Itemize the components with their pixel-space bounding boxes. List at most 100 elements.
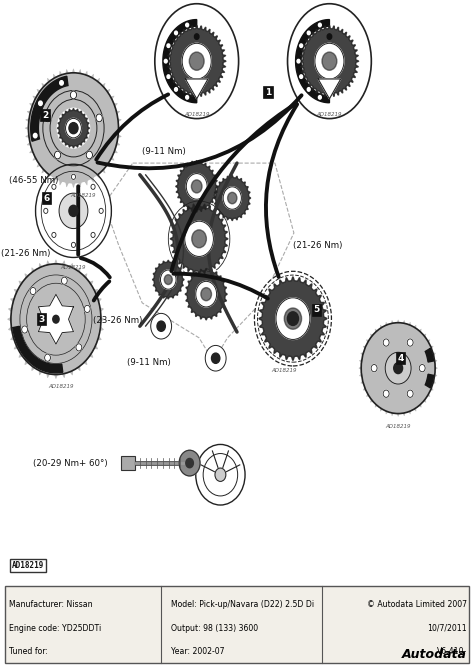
Ellipse shape: [255, 271, 331, 366]
Circle shape: [194, 34, 199, 39]
Text: 2: 2: [42, 111, 48, 120]
Circle shape: [76, 344, 82, 351]
Circle shape: [211, 353, 220, 363]
FancyBboxPatch shape: [121, 456, 135, 470]
Circle shape: [287, 312, 299, 325]
Polygon shape: [38, 295, 73, 344]
Circle shape: [45, 114, 51, 122]
Circle shape: [214, 175, 251, 221]
Circle shape: [36, 164, 111, 257]
Circle shape: [86, 151, 92, 159]
Circle shape: [174, 31, 177, 35]
Text: © Autodata Limited 2007: © Autodata Limited 2007: [367, 600, 467, 609]
Circle shape: [319, 96, 321, 99]
Circle shape: [179, 450, 200, 476]
Polygon shape: [318, 79, 341, 99]
Circle shape: [11, 264, 101, 375]
Circle shape: [300, 44, 302, 47]
Polygon shape: [25, 68, 122, 188]
Circle shape: [196, 281, 217, 307]
Ellipse shape: [288, 4, 371, 119]
Text: AD18219: AD18219: [61, 265, 86, 270]
Circle shape: [371, 365, 377, 372]
Circle shape: [34, 134, 37, 138]
Text: (20-29 Nm+ 60°): (20-29 Nm+ 60°): [33, 459, 108, 468]
Circle shape: [284, 308, 301, 329]
Circle shape: [300, 75, 302, 78]
Circle shape: [84, 305, 90, 313]
Circle shape: [65, 118, 82, 138]
Polygon shape: [168, 25, 226, 97]
Text: 5: 5: [313, 305, 320, 315]
Circle shape: [91, 184, 95, 189]
Circle shape: [383, 339, 389, 346]
Text: 10/7/2011: 10/7/2011: [427, 623, 467, 633]
Circle shape: [69, 205, 78, 216]
Text: Autodata: Autodata: [402, 648, 467, 661]
Polygon shape: [31, 76, 68, 141]
Circle shape: [215, 468, 226, 482]
Polygon shape: [185, 79, 208, 99]
Circle shape: [394, 363, 402, 373]
Circle shape: [307, 31, 310, 35]
Circle shape: [70, 91, 77, 99]
Text: 6: 6: [43, 194, 50, 202]
Circle shape: [72, 174, 75, 180]
Ellipse shape: [155, 4, 238, 119]
Circle shape: [174, 88, 177, 92]
Text: Year: 2002-07: Year: 2002-07: [171, 647, 224, 657]
Text: (9-11 Nm): (9-11 Nm): [128, 358, 171, 367]
Text: (46-55 Nm): (46-55 Nm): [9, 176, 59, 185]
Circle shape: [228, 192, 237, 204]
Circle shape: [167, 25, 226, 98]
Circle shape: [407, 339, 413, 346]
Circle shape: [322, 52, 337, 70]
Circle shape: [28, 73, 118, 184]
Polygon shape: [176, 161, 218, 212]
Circle shape: [196, 444, 245, 505]
Circle shape: [152, 260, 184, 299]
Circle shape: [52, 232, 56, 238]
Polygon shape: [13, 326, 63, 373]
Circle shape: [201, 288, 211, 301]
Circle shape: [22, 326, 27, 333]
Circle shape: [383, 390, 389, 397]
Circle shape: [182, 43, 211, 79]
Circle shape: [185, 268, 228, 320]
Circle shape: [186, 458, 193, 468]
Circle shape: [170, 203, 228, 275]
Text: 3: 3: [38, 315, 45, 324]
Polygon shape: [214, 176, 250, 220]
Circle shape: [189, 52, 204, 70]
Text: Engine code: YD25DDTi: Engine code: YD25DDTi: [9, 623, 102, 633]
Polygon shape: [7, 259, 105, 379]
Circle shape: [407, 390, 413, 397]
Circle shape: [72, 242, 75, 247]
Text: Manufacturer: Nissan: Manufacturer: Nissan: [9, 600, 93, 609]
Circle shape: [60, 81, 64, 85]
Circle shape: [192, 230, 206, 248]
Circle shape: [175, 160, 218, 212]
Circle shape: [186, 96, 189, 99]
Polygon shape: [425, 374, 434, 388]
Circle shape: [419, 365, 425, 372]
Polygon shape: [163, 19, 197, 103]
Polygon shape: [170, 204, 228, 274]
Circle shape: [223, 187, 241, 209]
Circle shape: [96, 114, 102, 122]
Circle shape: [53, 315, 59, 323]
Text: (9-11 Nm): (9-11 Nm): [142, 147, 185, 156]
Circle shape: [55, 151, 61, 159]
Polygon shape: [259, 277, 327, 360]
Circle shape: [39, 101, 42, 106]
Text: Output: 98 (133) 3600: Output: 98 (133) 3600: [171, 623, 258, 633]
Polygon shape: [359, 319, 438, 417]
Circle shape: [52, 184, 56, 189]
Circle shape: [185, 221, 213, 257]
Circle shape: [186, 23, 189, 27]
Circle shape: [327, 34, 332, 39]
Text: AD18219: AD18219: [12, 560, 44, 570]
Circle shape: [361, 323, 435, 413]
Text: AD18219: AD18219: [70, 194, 96, 198]
Polygon shape: [58, 109, 89, 148]
